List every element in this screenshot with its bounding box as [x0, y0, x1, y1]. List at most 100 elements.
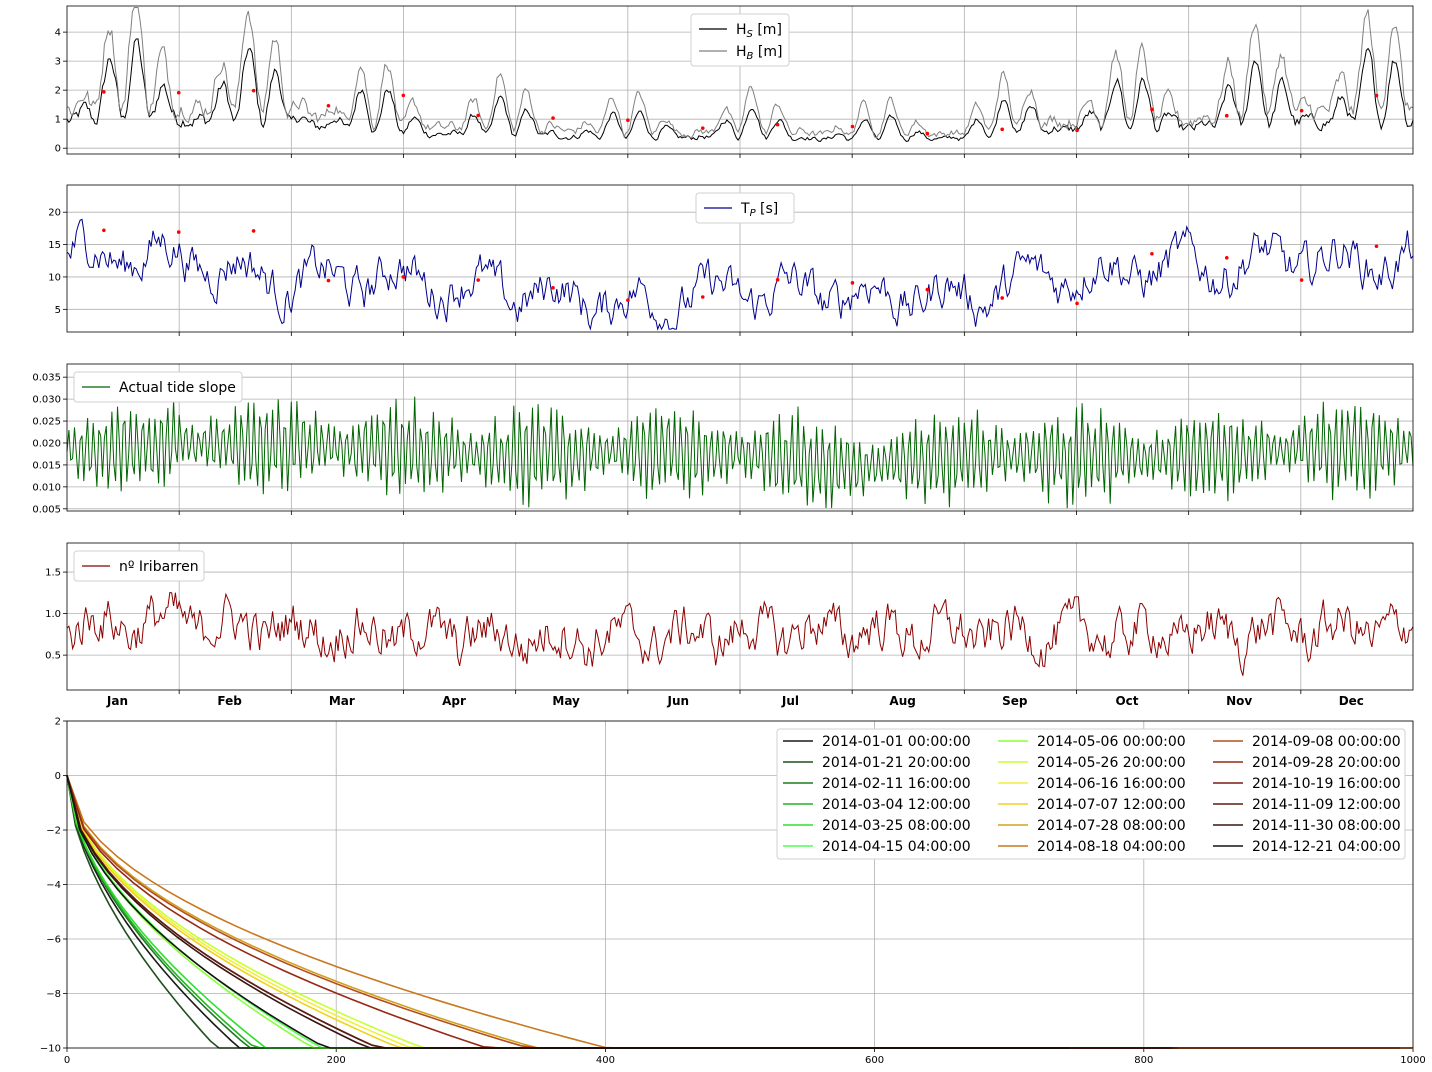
sample-marker [176, 90, 181, 95]
sample-marker [626, 118, 630, 123]
month-label: Jan [106, 694, 128, 708]
month-label: Oct [1115, 694, 1138, 708]
sample-marker [102, 228, 106, 233]
y-tick-label: 2 [55, 86, 61, 97]
series-line-actual-tide-slope [66, 396, 1414, 509]
sample-marker [1075, 301, 1079, 306]
sample-marker [1150, 107, 1154, 112]
x-tick-label: 400 [596, 1055, 615, 1066]
axes-frame [66, 5, 1414, 155]
legend-label: 2014-05-06 00:00:00 [1037, 734, 1186, 750]
y-tick-label: 0.020 [32, 438, 61, 449]
month-label: Dec [1339, 694, 1364, 708]
y-tick-label: 4 [55, 28, 61, 39]
sample-marker [850, 281, 855, 285]
y-tick-label: 1 [55, 115, 61, 126]
profile-line [66, 775, 743, 1049]
month-axis-labels: Jan Feb Mar Apr May Jun Jul Aug Sep Oct Nov Dec [106, 694, 1364, 708]
axes-frame [66, 184, 1414, 333]
legend-label: HB [m] [736, 44, 782, 62]
y-tick-label: 0 [55, 771, 61, 782]
legend-label: 2014-02-11 16:00:00 [822, 776, 971, 792]
sample-marker [551, 286, 555, 290]
y-tick-label: −10 [40, 1044, 61, 1055]
sample-marker [775, 277, 780, 282]
y-tick-label: 0.5 [45, 651, 61, 662]
y-tick-label: 0.010 [32, 482, 61, 493]
sample-marker [326, 103, 331, 108]
month-label: Jul [781, 694, 799, 708]
legend: nº Iribarren [73, 550, 205, 582]
y-tick-label: 10 [48, 272, 61, 283]
legend-label: 2014-10-19 16:00:00 [1252, 776, 1401, 792]
y-tick-label: 0.035 [32, 373, 61, 384]
y-tick-label: 15 [48, 240, 61, 251]
sample-marker [102, 90, 106, 94]
y-tick-label: −8 [46, 989, 61, 1000]
legend: TP [s] [695, 192, 795, 224]
legend-label: 2014-11-09 12:00:00 [1252, 797, 1401, 813]
y-tick-label: 3 [55, 57, 61, 68]
legend-label: 2014-07-07 12:00:00 [1037, 797, 1186, 813]
legend-label: 2014-09-28 20:00:00 [1252, 755, 1401, 771]
sample-marker [925, 287, 930, 292]
y-tick-label: 1.5 [45, 568, 61, 579]
sample-marker [476, 278, 480, 282]
sample-marker [326, 278, 331, 283]
profile-line [66, 775, 758, 1049]
axes-frame [66, 542, 1414, 691]
legend-label: 2014-07-28 08:00:00 [1037, 818, 1186, 834]
y-tick-label: 0.030 [32, 395, 61, 406]
series-line-n-iribarren [66, 592, 1414, 676]
sample-marker [1374, 93, 1379, 98]
sample-marker [700, 295, 705, 299]
sample-marker [1224, 113, 1229, 118]
series-line-t-p-s- [66, 218, 1414, 331]
x-tick-label: 600 [865, 1055, 884, 1066]
sample-marker [1075, 128, 1079, 133]
legend: Actual tide slope [73, 371, 243, 403]
axes-frame [66, 720, 1414, 1049]
legend-label: 2014-11-30 08:00:00 [1252, 818, 1401, 834]
legend: HS [m] HB [m] [690, 13, 790, 67]
sample-marker [1000, 296, 1004, 300]
legend-label: Actual tide slope [119, 380, 236, 396]
sample-marker [401, 93, 406, 98]
x-tick-label: 1000 [1400, 1055, 1425, 1066]
month-label: Feb [217, 694, 242, 708]
y-tick-label: 1.0 [45, 609, 61, 620]
month-label: Mar [329, 694, 355, 708]
profiles-panel: 0 200 400 600 800 1000 2 0 −2 −4 −6 −8 −10 2014-01-01… [40, 717, 1426, 1067]
legend-label: 2014-03-25 08:00:00 [822, 818, 971, 834]
sample-marker [626, 298, 630, 302]
y-tick-label: −2 [46, 826, 61, 837]
y-tick-label: 0.015 [32, 460, 61, 471]
sample-marker [1150, 251, 1154, 256]
sample-marker [251, 88, 256, 93]
y-tick-label: 0.025 [32, 417, 61, 428]
legend-label: 2014-04-15 04:00:00 [822, 839, 971, 855]
legend-label: 2014-05-26 20:00:00 [1037, 755, 1186, 771]
x-tick-label: 0 [64, 1055, 70, 1066]
x-tick-label: 800 [1134, 1055, 1153, 1066]
iribarren-panel: 0.5 1.0 1.5 nº Iribarren [45, 542, 1414, 694]
sample-marker [251, 229, 256, 233]
y-tick-label: 2 [55, 717, 61, 728]
sample-marker [176, 230, 181, 234]
profile-line [66, 775, 805, 1049]
month-label: Nov [1226, 694, 1252, 708]
peak-period-panel: 5 10 15 20 TP [s] [48, 184, 1414, 336]
sample-marker [850, 124, 855, 129]
sample-marker [476, 113, 480, 118]
legend-label: nº Iribarren [119, 559, 199, 575]
month-label: Apr [442, 694, 466, 708]
sample-marker [700, 126, 705, 130]
sample-marker [1000, 127, 1004, 132]
month-label: Jun [667, 694, 690, 708]
sample-marker [551, 116, 555, 120]
tide-slope-panel: 0.005 0.010 0.015 0.020 0.025 0.030 0.035 Actua… [32, 363, 1414, 515]
y-tick-label: −4 [46, 880, 61, 891]
sample-marker [1299, 278, 1304, 282]
y-tick-label: −6 [46, 935, 61, 946]
